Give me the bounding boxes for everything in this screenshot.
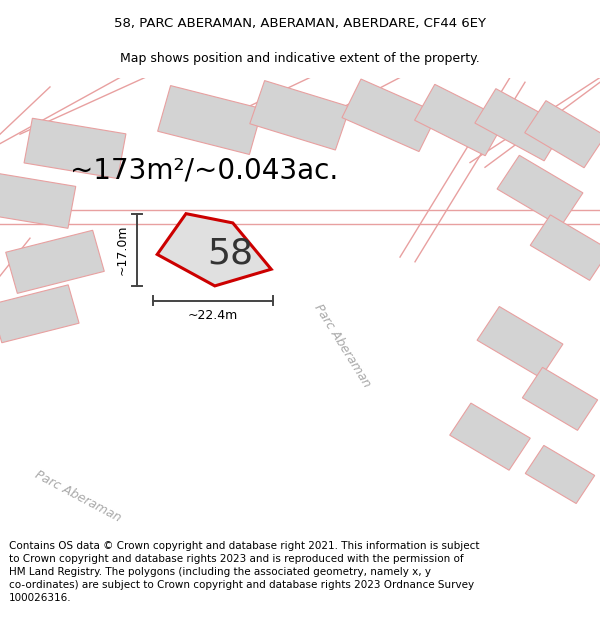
Polygon shape [525, 101, 600, 168]
Polygon shape [475, 89, 565, 161]
Polygon shape [0, 285, 79, 342]
Polygon shape [6, 230, 104, 293]
Polygon shape [525, 446, 595, 504]
Polygon shape [450, 403, 530, 470]
Polygon shape [0, 173, 76, 228]
Text: Contains OS data © Crown copyright and database right 2021. This information is : Contains OS data © Crown copyright and d… [9, 541, 479, 603]
Polygon shape [342, 79, 438, 151]
Polygon shape [523, 368, 598, 431]
Text: ~173m²/~0.043ac.: ~173m²/~0.043ac. [70, 156, 338, 184]
Text: Parc Aberaman: Parc Aberaman [311, 302, 373, 390]
Polygon shape [477, 306, 563, 378]
Polygon shape [497, 155, 583, 226]
Polygon shape [157, 214, 271, 286]
Text: 58: 58 [208, 237, 253, 271]
Polygon shape [250, 81, 350, 150]
Text: 58, PARC ABERAMAN, ABERAMAN, ABERDARE, CF44 6EY: 58, PARC ABERAMAN, ABERAMAN, ABERDARE, C… [114, 17, 486, 30]
Polygon shape [24, 118, 126, 179]
Polygon shape [415, 84, 505, 156]
Text: Map shows position and indicative extent of the property.: Map shows position and indicative extent… [120, 52, 480, 64]
Polygon shape [530, 215, 600, 281]
Polygon shape [158, 86, 262, 154]
Text: Parc Aberaman: Parc Aberaman [33, 469, 123, 525]
Text: ~17.0m: ~17.0m [116, 224, 129, 275]
Text: ~22.4m: ~22.4m [188, 309, 238, 322]
